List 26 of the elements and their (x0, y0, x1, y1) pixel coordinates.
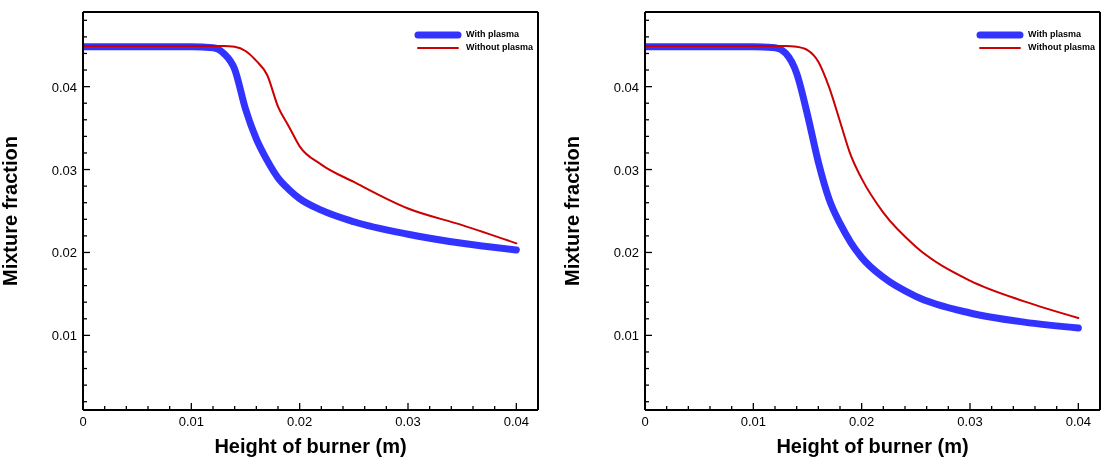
x-tick-label: 0.02 (287, 414, 313, 429)
x-tick-label: 0.03 (395, 414, 421, 429)
legend-label: Without plasma (466, 41, 533, 54)
y-tick-label: 0.03 (51, 162, 77, 178)
x-tick-label: 0 (79, 414, 87, 429)
legend-label: Without plasma (1028, 41, 1095, 54)
y-tick-label: 0.04 (51, 79, 77, 95)
x-tick-label: 0.04 (503, 414, 529, 429)
x-tick-label: 0.04 (1065, 414, 1091, 429)
y-tick-label: 0.02 (51, 245, 77, 261)
x-tick-label: 0.02 (849, 414, 875, 429)
x-axis-title: Height of burner (m) (214, 435, 407, 457)
x-tick-label: 0.03 (957, 414, 983, 429)
y-tick-label: 0.01 (51, 328, 77, 344)
x-axis-title: Height of burner (m) (776, 435, 969, 457)
y-axis-title: Mixture fraction (0, 135, 22, 287)
y-tick-label: 0.03 (613, 162, 639, 178)
legend-label: With plasma (466, 28, 520, 41)
x-tick-label: 0.01 (740, 414, 766, 429)
y-tick-label: 0.01 (613, 328, 639, 344)
legend-label: With plasma (1028, 28, 1082, 41)
y-axis-title: Mixture fraction (561, 135, 584, 287)
x-tick-label: 0 (641, 414, 649, 429)
x-tick-label: 0.01 (178, 414, 204, 429)
y-tick-label: 0.02 (613, 245, 639, 261)
y-tick-label: 0.04 (613, 79, 639, 95)
